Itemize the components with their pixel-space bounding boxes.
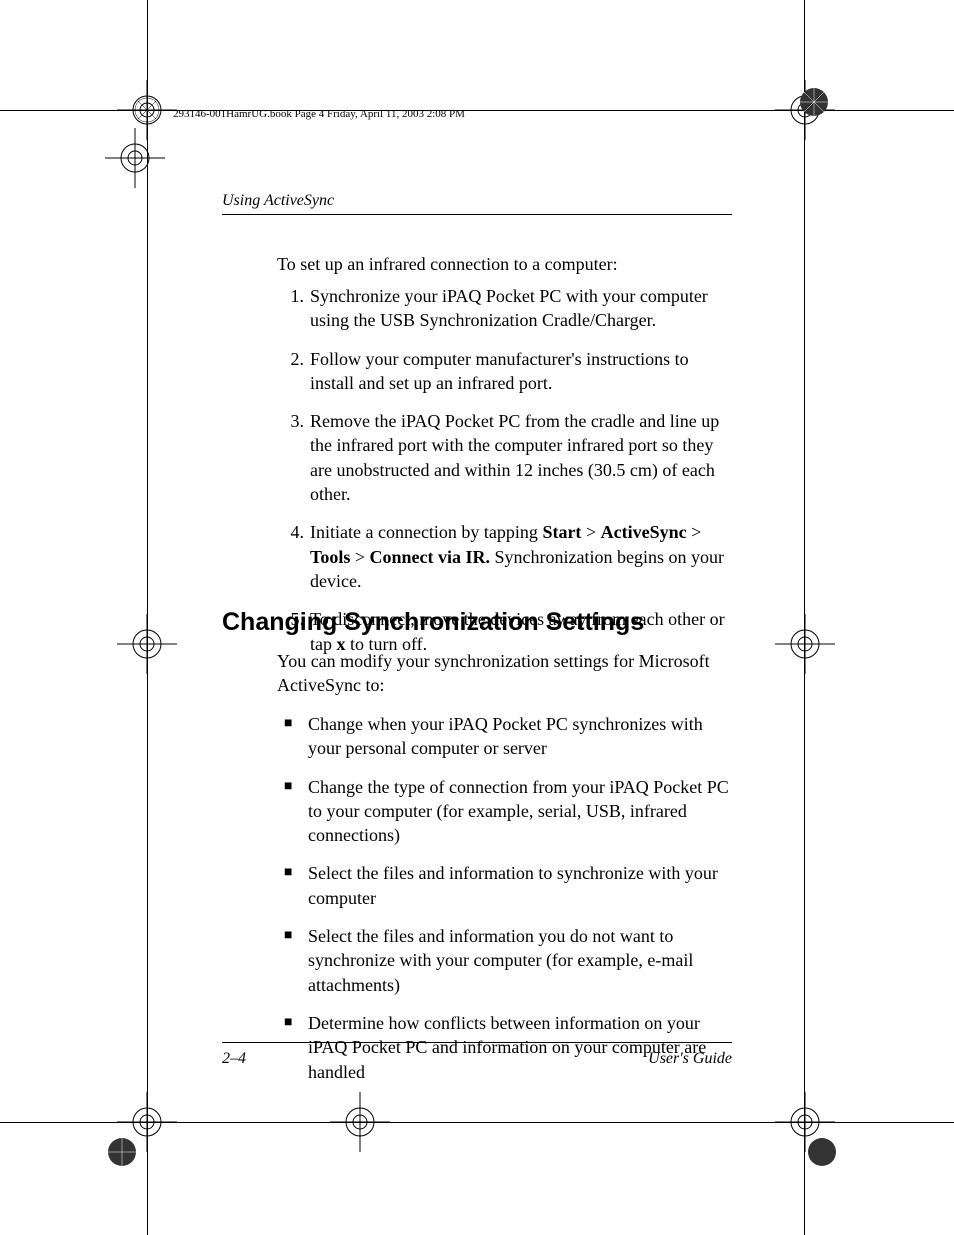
list-text: Determine how conflicts between informat…: [308, 1011, 734, 1084]
list-item: 2. Follow your computer manufacturer's i…: [282, 347, 737, 396]
list-item: ■ Select the files and information to sy…: [284, 861, 734, 910]
bullet-list: ■ Change when your iPAQ Pocket PC synchr…: [284, 712, 734, 1098]
bullet-icon: ■: [284, 924, 308, 997]
running-head: Using ActiveSync: [222, 192, 334, 210]
bullet-icon: ■: [284, 775, 308, 848]
registration-mark-icon: [775, 614, 835, 674]
footer-rule: [222, 1042, 732, 1043]
rosette-icon: [792, 80, 836, 124]
list-number: 1.: [282, 284, 304, 333]
section-heading: Changing Synchronization Settings: [222, 608, 644, 637]
list-text: Initiate a connection by tapping Start >…: [310, 520, 737, 593]
file-meta: 293146-001HamrUG.book Page 4 Friday, Apr…: [173, 108, 465, 120]
list-text: Change when your iPAQ Pocket PC synchron…: [308, 712, 734, 761]
list-item: 1. Synchronize your iPAQ Pocket PC with …: [282, 284, 737, 333]
list-text: Synchronize your iPAQ Pocket PC with you…: [310, 284, 737, 333]
page-number: 2–4: [222, 1050, 246, 1068]
list-item: ■ Change when your iPAQ Pocket PC synchr…: [284, 712, 734, 761]
list-item: ■ Change the type of connection from you…: [284, 775, 734, 848]
list-text: Follow your computer manufacturer's inst…: [310, 347, 737, 396]
header-rule: [222, 214, 732, 215]
list-text: Change the type of connection from your …: [308, 775, 734, 848]
list-number: 4.: [282, 520, 304, 593]
list-item: ■ Select the files and information you d…: [284, 924, 734, 997]
list-number: 2.: [282, 347, 304, 396]
rosette-icon: [800, 1130, 844, 1174]
list-text: Select the files and information you do …: [308, 924, 734, 997]
list-item: 3. Remove the iPAQ Pocket PC from the cr…: [282, 409, 737, 506]
registration-mark-icon: [330, 1092, 390, 1152]
footer-guide: User's Guide: [648, 1050, 732, 1068]
bullet-icon: ■: [284, 1011, 308, 1084]
list-number: 3.: [282, 409, 304, 506]
list-text: Remove the iPAQ Pocket PC from the cradl…: [310, 409, 737, 506]
list-item: ■ Determine how conflicts between inform…: [284, 1011, 734, 1084]
bullet-icon: ■: [284, 712, 308, 761]
list-text: Select the files and information to sync…: [308, 861, 734, 910]
bullet-icon: ■: [284, 861, 308, 910]
list-item: 4. Initiate a connection by tapping Star…: [282, 520, 737, 593]
registration-mark-icon: [117, 614, 177, 674]
rosette-icon: [117, 80, 177, 140]
body-paragraph: You can modify your synchronization sett…: [277, 649, 732, 698]
rosette-icon: [100, 1130, 144, 1174]
intro-paragraph: To set up an infrared connection to a co…: [277, 252, 737, 276]
